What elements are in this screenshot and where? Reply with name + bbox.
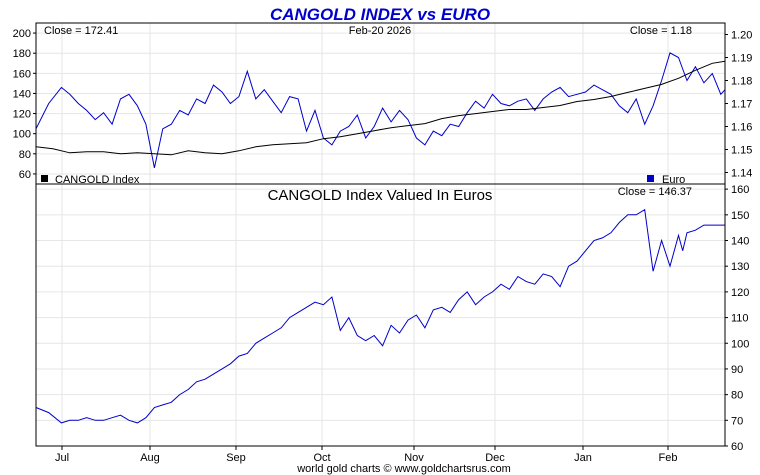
left-close-label: Close = 172.41 [44, 25, 118, 37]
left-tick-label-180: 180 [13, 48, 31, 60]
cangold-series-line [35, 60, 726, 156]
bottom-tick-label-160: 160 [731, 184, 749, 196]
left-tick-label-80: 80 [19, 149, 31, 161]
bottom-panel-title: CANGOLD Index Valued In Euros [268, 187, 493, 204]
footer-credit: world gold charts © www.goldchartsrus.co… [296, 463, 511, 475]
right-close-label: Close = 1.18 [630, 25, 692, 37]
legend-swatch-cangold [41, 175, 48, 182]
x-tick-label-nov: Nov [404, 452, 424, 464]
bottom-tick-label-90: 90 [731, 364, 743, 376]
x-tick-label-aug: Aug [140, 452, 160, 464]
right-tick-label-1.16: 1.16 [731, 122, 752, 134]
bottom-tick-label-100: 100 [731, 338, 749, 350]
legend-label-euro: Euro [662, 174, 685, 186]
left-tick-label-140: 140 [13, 88, 31, 100]
x-tick-label-dec: Dec [485, 452, 505, 464]
left-tick-label-200: 200 [13, 28, 31, 40]
bottom-tick-label-60: 60 [731, 441, 743, 453]
legend-label-cangold: CANGOLD Index [55, 174, 140, 186]
right-tick-label-1.19: 1.19 [731, 53, 752, 65]
euro-series-line [35, 52, 726, 169]
left-tick-label-120: 120 [13, 109, 31, 121]
left-tick-label-60: 60 [19, 169, 31, 181]
bottom-panel-frame [35, 183, 726, 447]
x-tick-label-sep: Sep [226, 452, 246, 464]
bottom-tick-label-70: 70 [731, 415, 743, 427]
x-tick-label-feb: Feb [659, 452, 678, 464]
tick-labels: Jul Aug Sep Oct Nov Dec Jan Feb 60 80 100 120 140 160… [13, 28, 753, 464]
top-panel-frame [35, 22, 726, 185]
x-tick-label-oct: Oct [313, 452, 330, 464]
date-label: Feb-20 2026 [349, 25, 411, 37]
right-tick-label-1.14: 1.14 [731, 168, 752, 180]
left-tick-label-160: 160 [13, 68, 31, 80]
legend-swatch-euro [647, 175, 654, 182]
bottom-tick-label-80: 80 [731, 390, 743, 402]
x-tick-label-jul: Jul [55, 452, 69, 464]
bottom-tick-label-130: 130 [731, 261, 749, 273]
bottom-close-label: Close = 146.37 [618, 186, 692, 198]
x-tick-label-jan: Jan [574, 452, 592, 464]
right-tick-label-1.15: 1.15 [731, 145, 752, 157]
bottom-tick-label-150: 150 [731, 210, 749, 222]
right-tick-label-1.17: 1.17 [731, 99, 752, 111]
bottom-tick-label-110: 110 [731, 313, 749, 325]
right-tick-label-1.20: 1.20 [731, 30, 752, 42]
cangold-in-euros-series-line [35, 208, 725, 424]
right-tick-label-1.18: 1.18 [731, 76, 752, 88]
chart-title: CANGOLD INDEX vs EURO [270, 5, 490, 24]
bottom-tick-label-140: 140 [731, 236, 749, 248]
bottom-tick-label-120: 120 [731, 287, 749, 299]
grid-lines [36, 23, 725, 447]
series-layer [35, 52, 726, 424]
left-tick-label-100: 100 [13, 129, 31, 141]
